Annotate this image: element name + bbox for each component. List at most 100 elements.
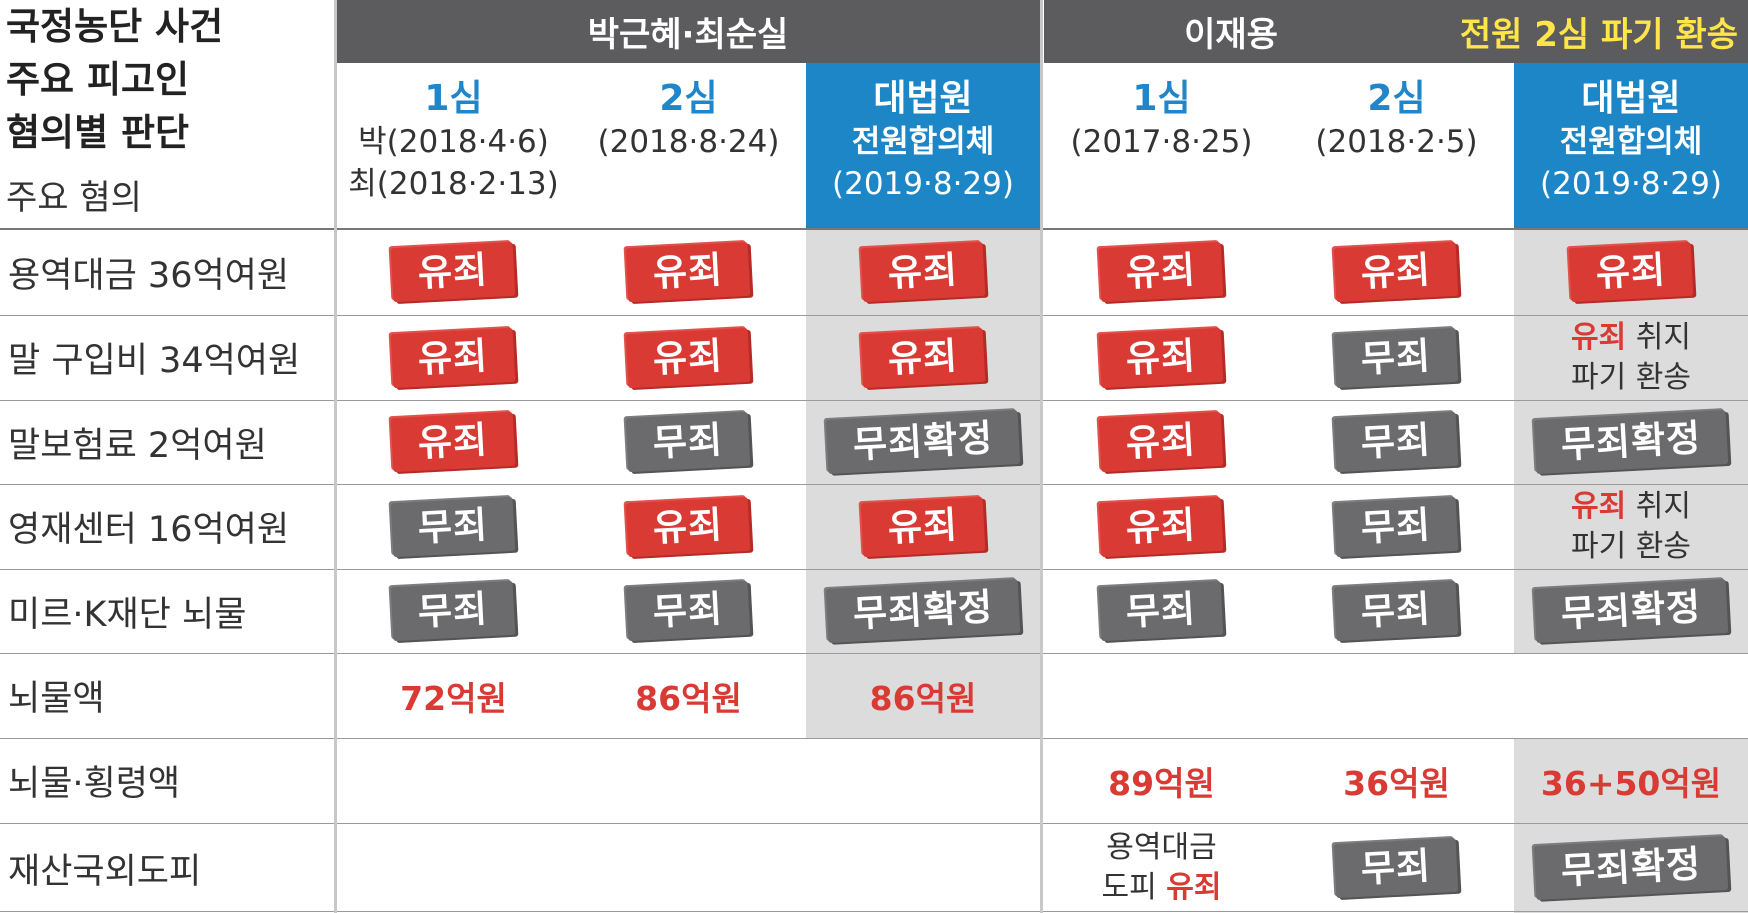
column-level: 1심 [1132, 78, 1191, 119]
verdict-cell: 유죄 [806, 484, 1040, 569]
shaded-cell [1514, 738, 1748, 823]
verdict-cell: 36+50억원 [1514, 738, 1748, 823]
column-level: 대법원 [873, 78, 973, 119]
verdict-cell: 86억원 [806, 653, 1040, 738]
not-guilty-stamp: 무죄확정 [825, 579, 1021, 643]
title-line: 주요 피고인 [6, 58, 190, 101]
verdict-cell: 유죄 [336, 315, 571, 400]
verdict-cell: 무죄확정 [806, 569, 1040, 653]
guilty-stamp: 유죄 [626, 327, 751, 388]
group-header-lee: 이재용 전원 2심 파기 환송 [1044, 0, 1748, 63]
row-label: 재산국외도피 [8, 851, 202, 892]
guilty-stamp: 유죄 [391, 411, 516, 473]
row-divider [0, 400, 1748, 401]
amount-value: 72억원 [400, 678, 507, 718]
note-line: 유죄 취지 [1571, 319, 1691, 355]
title-line: 국정농단 사건 [6, 5, 224, 48]
not-guilty-stamp: 무죄확정 [1533, 836, 1729, 900]
note-line: 도피 유죄 [1101, 870, 1222, 905]
guilty-stamp: 유죄 [1568, 241, 1694, 303]
row-divider [0, 738, 1748, 739]
column-date: 박(2018·4·6) [358, 124, 549, 160]
verdict-cell: 36억원 [1279, 738, 1514, 823]
verdict-cell: 무죄확정 [806, 400, 1040, 484]
verdict-cell: 무죄 [1279, 400, 1514, 484]
row-divider [0, 823, 1748, 824]
group-note: 전원 2심 파기 환송 [1459, 15, 1738, 55]
not-guilty-stamp: 무죄 [1334, 580, 1459, 642]
row-label: 뇌물·횡령액 [8, 764, 181, 804]
verdict-cell: 유죄 [571, 484, 806, 569]
column-level: 2심 [659, 78, 718, 119]
guilty-stamp: 유죄 [626, 241, 751, 303]
column-level: 2심 [1367, 78, 1426, 119]
guilty-stamp: 유죄 [391, 241, 516, 303]
guilty-stamp: 유죄 [860, 241, 986, 303]
row-label: 미르·K재단 뇌물 [8, 594, 247, 635]
verdict-cell: 유죄 [336, 229, 571, 315]
column-date: (2018·8·24) [597, 124, 780, 160]
note-line: 파기 환송 [1571, 528, 1691, 564]
not-guilty-stamp: 무죄확정 [1533, 579, 1729, 643]
row-divider [0, 569, 1748, 570]
verdict-cell: 유죄 [571, 315, 806, 400]
verdict-cell: 89억원 [1044, 738, 1279, 823]
verdict-cell: 무죄 [1279, 315, 1514, 400]
group-header-park-choi: 박근혜·최순실 [336, 0, 1040, 63]
verdict-cell: 유죄 [1044, 400, 1279, 484]
verdict-cell: 무죄 [336, 569, 571, 653]
verdict-cell: 유죄 [336, 400, 571, 484]
verdict-cell: 무죄 [571, 569, 806, 653]
verdict-cell: 유죄 [1514, 229, 1748, 315]
verdict-cell: 72억원 [336, 653, 571, 738]
not-guilty-stamp: 무죄확정 [825, 410, 1021, 474]
column-header: 1심 (2017·8·25) [1044, 63, 1279, 229]
verdict-cell: 유죄 [1044, 484, 1279, 569]
not-guilty-stamp: 무죄 [391, 580, 516, 642]
table-title: 국정농단 사건 주요 피고인 혐의별 판단 [6, 0, 326, 159]
verdict-cell: 무죄 [1279, 823, 1514, 913]
verdict-cell: 무죄 [1044, 569, 1279, 653]
column-header: 1심 박(2018·4·6) 최(2018·2·13) [336, 63, 571, 229]
guilty-word: 유죄 [1571, 319, 1627, 355]
guilty-word: 유죄 [1571, 488, 1627, 524]
note-line: 용역대금 [1106, 830, 1217, 865]
amount-value: 89억원 [1108, 763, 1215, 803]
not-guilty-stamp: 무죄 [626, 411, 751, 473]
column-header: 대법원 전원합의체 (2019·8·29) [1514, 63, 1748, 229]
verdict-cell: 유죄 [806, 315, 1040, 400]
not-guilty-stamp: 무죄 [1334, 411, 1459, 473]
verdict-note: 유죄 취지 파기 환송 [1571, 318, 1691, 398]
guilty-stamp: 유죄 [626, 496, 751, 557]
verdict-cell: 유죄 [1044, 315, 1279, 400]
not-guilty-stamp: 무죄 [626, 580, 751, 642]
verdict-cell: 86억원 [571, 653, 806, 738]
column-header: 대법원 전원합의체 (2019·8·29) [806, 63, 1040, 229]
row-label: 뇌물액 [8, 679, 105, 719]
not-guilty-stamp: 무죄 [391, 496, 516, 557]
column-date: (2019·8·29) [832, 166, 1014, 202]
verdict-cell: 무죄 [1279, 484, 1514, 569]
table-subtitle: 주요 혐의 [6, 178, 142, 218]
column-divider [1040, 0, 1043, 913]
not-guilty-stamp: 무죄 [1334, 837, 1459, 899]
row-label: 영재센터 16억여원 [8, 510, 290, 550]
column-level: 1심 [424, 78, 483, 119]
group-label: 이재용 [1184, 15, 1278, 55]
column-header: 2심 (2018·8·24) [571, 63, 806, 229]
guilty-stamp: 유죄 [860, 327, 986, 388]
row-divider [0, 228, 1748, 230]
amount-value: 86억원 [869, 678, 977, 718]
row-divider [0, 653, 1748, 654]
verdict-cell: 무죄 [571, 400, 806, 484]
title-line: 혐의별 판단 [6, 111, 190, 154]
amount-value: 86억원 [635, 678, 742, 718]
note-line: 유죄 취지 [1571, 488, 1691, 524]
guilty-stamp: 유죄 [391, 327, 516, 388]
row-divider [0, 484, 1748, 485]
